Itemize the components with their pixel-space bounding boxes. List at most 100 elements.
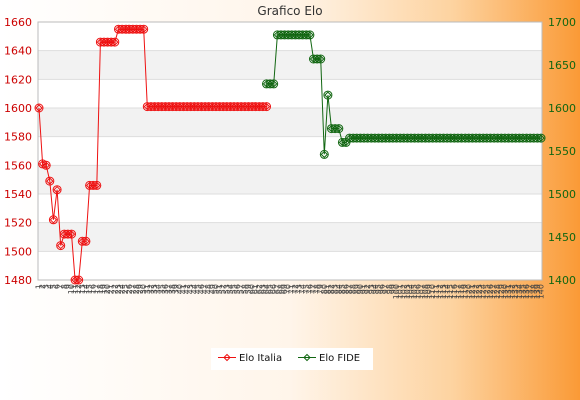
x-tick-label: 31 (143, 284, 152, 294)
x-tick-label: 99 (388, 284, 397, 294)
x-tick-label: 69 (280, 284, 289, 294)
x-tick-label: 101 (396, 284, 405, 299)
x-tick-label: 18 (96, 284, 105, 294)
x-tick-label: 27 (128, 284, 137, 294)
x-tick-label: 36 (161, 284, 170, 294)
data-point-elo-italia (74, 275, 84, 285)
x-tick-label: 97 (381, 284, 390, 294)
data-point-diamond-elo-fide (306, 31, 314, 39)
x-tick-label: 12 (74, 284, 83, 294)
data-point-elo-fide (265, 79, 275, 89)
data-point-elo-fide (323, 90, 333, 100)
x-tick-label: 138 (529, 284, 538, 299)
data-point-diamond-elo-italia (49, 216, 58, 224)
x-tick-label: 105 (410, 284, 419, 299)
x-tick-label: 84 (334, 284, 343, 294)
x-tick-label: 28 (132, 284, 141, 294)
x-tick-label: 72 (291, 284, 300, 294)
x-tick-label: 14 (81, 284, 90, 294)
data-point-diamond-elo-italia (42, 161, 50, 170)
x-tick-label: 121 (468, 284, 477, 299)
x-tick-label: 136 (522, 284, 531, 299)
data-point-elo-italia (67, 229, 76, 239)
x-tick-label: 7 (56, 284, 65, 289)
x-tick-label: 116 (450, 284, 459, 299)
x-tick-label: 43 (186, 284, 195, 294)
x-tick-label: 83 (331, 284, 340, 294)
x-tick-label: 54 (226, 284, 235, 294)
x-tick-label: 115 (446, 284, 455, 299)
x-tick-label: 120 (464, 284, 473, 299)
data-point-elo-italia (106, 37, 116, 47)
x-tick-label: 2 (38, 284, 47, 289)
x-tick-label: 45 (193, 284, 202, 294)
data-point-diamond-elo-italia (139, 25, 148, 33)
x-tick-label: 53 (222, 284, 231, 294)
data-point-elo-fide (316, 54, 326, 64)
left-tick-label: 1660 (4, 16, 32, 29)
left-tick-label: 1600 (4, 102, 32, 115)
x-tick-label: 126 (486, 284, 495, 299)
x-tick-label: 42 (183, 284, 192, 294)
x-tick-label: 71 (287, 284, 296, 294)
data-point-elo-italia (63, 229, 73, 239)
data-point-elo-fide (269, 79, 279, 89)
x-tick-label: 32 (146, 284, 155, 294)
right-tick-label: 1700 (548, 16, 576, 29)
x-tick-label: 8 (60, 284, 69, 289)
data-point-elo-fide (319, 149, 329, 159)
x-tick-label: 139 (533, 284, 542, 299)
x-tick-label: 9 (63, 284, 72, 289)
x-tick-label: 21 (107, 284, 116, 294)
data-point-elo-italia (258, 102, 268, 112)
x-tick-label: 110 (428, 284, 437, 299)
x-tick-label: 25 (121, 284, 130, 294)
x-tick-label: 107 (417, 284, 426, 299)
x-tick-label: 62 (255, 284, 264, 294)
data-point-elo-fide (334, 124, 344, 134)
data-point-elo-italia (70, 275, 80, 285)
series-line-elo-italia (38, 28, 267, 281)
data-point-diamond-elo-italia (93, 181, 101, 190)
data-point-diamond-elo-italia (53, 185, 61, 194)
right-tick-label: 1450 (548, 231, 576, 244)
x-tick-label: 15 (85, 284, 94, 294)
left-tick-label: 1500 (4, 245, 32, 258)
x-tick-label: 64 (262, 284, 271, 294)
plot-band (38, 165, 542, 194)
x-tick-label: 48 (204, 284, 213, 294)
x-tick-label: 134 (515, 284, 524, 299)
x-tick-label: 124 (479, 284, 488, 299)
x-tick-label: 56 (233, 284, 242, 294)
x-tick-label: 92 (363, 284, 372, 294)
x-tick-label: 70 (284, 284, 293, 294)
x-tick-label: 111 (432, 284, 441, 299)
x-tick-label: 104 (406, 284, 415, 299)
data-point-elo-italia (48, 215, 58, 225)
data-point-diamond-elo-fide (320, 150, 329, 159)
x-tick-label: 17 (92, 284, 101, 294)
left-tick-label: 1560 (4, 159, 32, 172)
x-tick-label: 77 (309, 284, 318, 294)
x-tick-label: 137 (526, 284, 535, 299)
x-tick-label: 86 (341, 284, 350, 294)
x-tick-label: 79 (316, 284, 325, 294)
data-point-diamond-elo-italia (262, 102, 271, 111)
data-point-diamond-elo-italia (46, 177, 54, 185)
x-tick-label: 112 (435, 284, 444, 299)
x-tick-label: 127 (490, 284, 499, 299)
left-tick-label: 1520 (4, 217, 32, 230)
legend-label-elo-italia: Elo Italia (239, 353, 283, 364)
data-point-elo-italia (56, 241, 66, 251)
data-point-elo-italia (77, 236, 87, 246)
left-tick-label: 1640 (4, 45, 32, 58)
x-tick-label: 114 (443, 284, 452, 299)
x-tick-label: 96 (378, 284, 387, 294)
x-tick-label: 30 (139, 284, 148, 294)
data-point-diamond-elo-italia (82, 237, 90, 246)
x-tick-label: 41 (179, 284, 188, 294)
left-tick-label: 1480 (4, 274, 32, 287)
plot-band (38, 194, 542, 223)
x-tick-label: 91 (360, 284, 369, 294)
